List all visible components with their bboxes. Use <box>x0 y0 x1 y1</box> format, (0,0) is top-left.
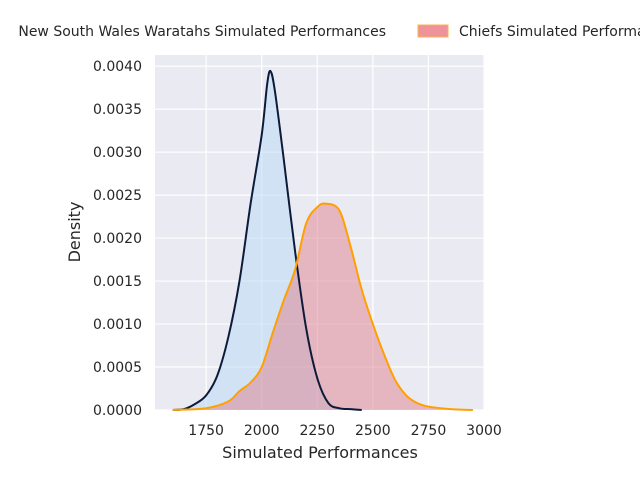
y-tick-label: 0.0015 <box>93 274 142 290</box>
legend-patch-chiefs <box>417 24 449 38</box>
y-tick-labels: 0.0000 0.0005 0.0010 0.0015 0.0020 0.0025 0.00… <box>93 59 142 419</box>
x-tick-label: 2250 <box>299 423 335 439</box>
density-area-1 <box>172 203 473 410</box>
legend: New South Wales Waratahs Simulated Perfo… <box>18 24 640 40</box>
y-tick-label: 0.0020 <box>93 231 142 247</box>
density-line-1 <box>172 202 473 411</box>
x-tick-label: 1750 <box>188 423 224 439</box>
y-tick-label: 0.0025 <box>93 188 142 204</box>
y-tick-label: 0.0000 <box>93 403 142 419</box>
legend-label-waratahs: New South Wales Waratahs Simulated Perfo… <box>18 24 386 40</box>
legend-label-chiefs: Chiefs Simulated Performances <box>459 24 640 40</box>
x-tick-label: 3000 <box>466 423 502 439</box>
density-areas <box>172 70 473 411</box>
y-tick-label: 0.0030 <box>93 145 142 161</box>
y-axis-label: Density <box>65 202 84 263</box>
x-tick-label: 2000 <box>244 423 280 439</box>
x-tick-label: 2750 <box>411 423 447 439</box>
y-tick-label: 0.0005 <box>93 360 142 376</box>
y-tick-label: 0.0035 <box>93 102 142 118</box>
x-axis-label: Simulated Performances <box>222 443 418 462</box>
x-tick-labels: 1750 2000 2250 2500 2750 3000 <box>188 423 502 439</box>
y-tick-label: 0.0010 <box>93 317 142 333</box>
density-area-0 <box>172 70 362 411</box>
density-line-0 <box>172 70 362 411</box>
x-tick-label: 2500 <box>355 423 391 439</box>
y-tick-label: 0.0040 <box>93 59 142 75</box>
